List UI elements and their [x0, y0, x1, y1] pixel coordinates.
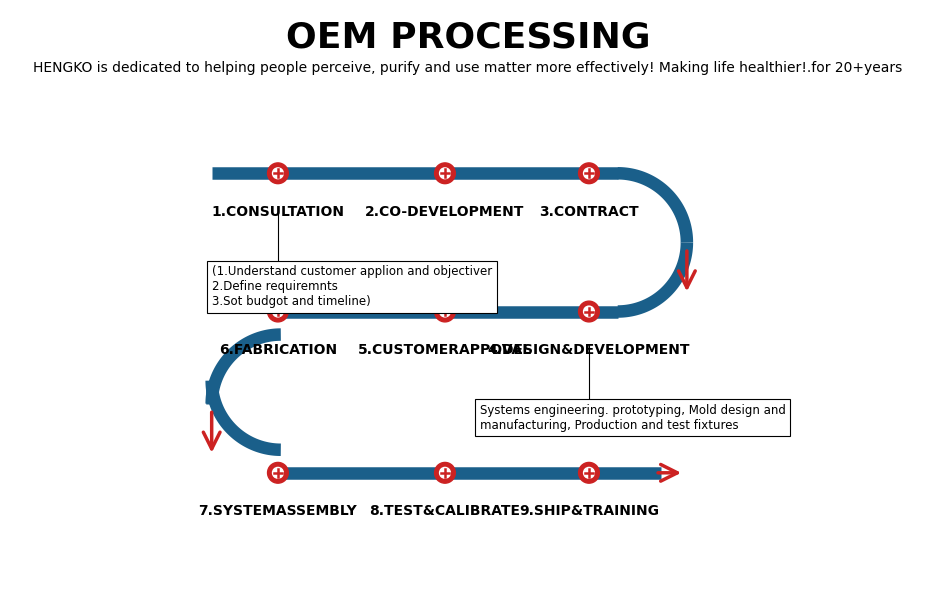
Text: 5.CUSTOMERAPPOVAL: 5.CUSTOMERAPPOVAL	[358, 343, 532, 357]
Circle shape	[578, 301, 599, 322]
Text: 2.CO-DEVELOPMENT: 2.CO-DEVELOPMENT	[365, 205, 525, 219]
Text: 3.CONTRACT: 3.CONTRACT	[539, 205, 638, 219]
Text: (1.Understand customer applion and objectiver
2.Define requiremnts
3.Sot budgot : (1.Understand customer applion and objec…	[212, 265, 492, 308]
Text: HENGKO is dedicated to helping people perceive, purify and use matter more effec: HENGKO is dedicated to helping people pe…	[34, 61, 902, 75]
Circle shape	[440, 306, 450, 317]
Circle shape	[268, 163, 288, 184]
Text: 1.CONSULTATION: 1.CONSULTATION	[212, 205, 344, 219]
Text: 6.FABRICATION: 6.FABRICATION	[219, 343, 337, 357]
Circle shape	[272, 168, 284, 179]
Circle shape	[434, 463, 455, 483]
Circle shape	[578, 163, 599, 184]
Circle shape	[440, 467, 450, 478]
Circle shape	[583, 168, 594, 179]
Circle shape	[272, 467, 284, 478]
Text: Systems engineering. prototyping, Mold design and
manufacturing, Production and : Systems engineering. prototyping, Mold d…	[479, 404, 785, 431]
Circle shape	[434, 301, 455, 322]
Text: 7.SYSTEMASSEMBLY: 7.SYSTEMASSEMBLY	[198, 505, 358, 518]
Circle shape	[583, 467, 594, 478]
Circle shape	[272, 306, 284, 317]
Text: OEM PROCESSING: OEM PROCESSING	[285, 20, 651, 55]
Circle shape	[440, 168, 450, 179]
Circle shape	[268, 301, 288, 322]
Text: 4.DESIGN&DEVELOPMENT: 4.DESIGN&DEVELOPMENT	[488, 343, 690, 357]
Circle shape	[578, 463, 599, 483]
Circle shape	[268, 463, 288, 483]
Text: 8.TEST&CALIBRATE: 8.TEST&CALIBRATE	[370, 505, 520, 518]
Text: 9.SHIP&TRAINING: 9.SHIP&TRAINING	[519, 505, 659, 518]
Circle shape	[434, 163, 455, 184]
Circle shape	[583, 306, 594, 317]
